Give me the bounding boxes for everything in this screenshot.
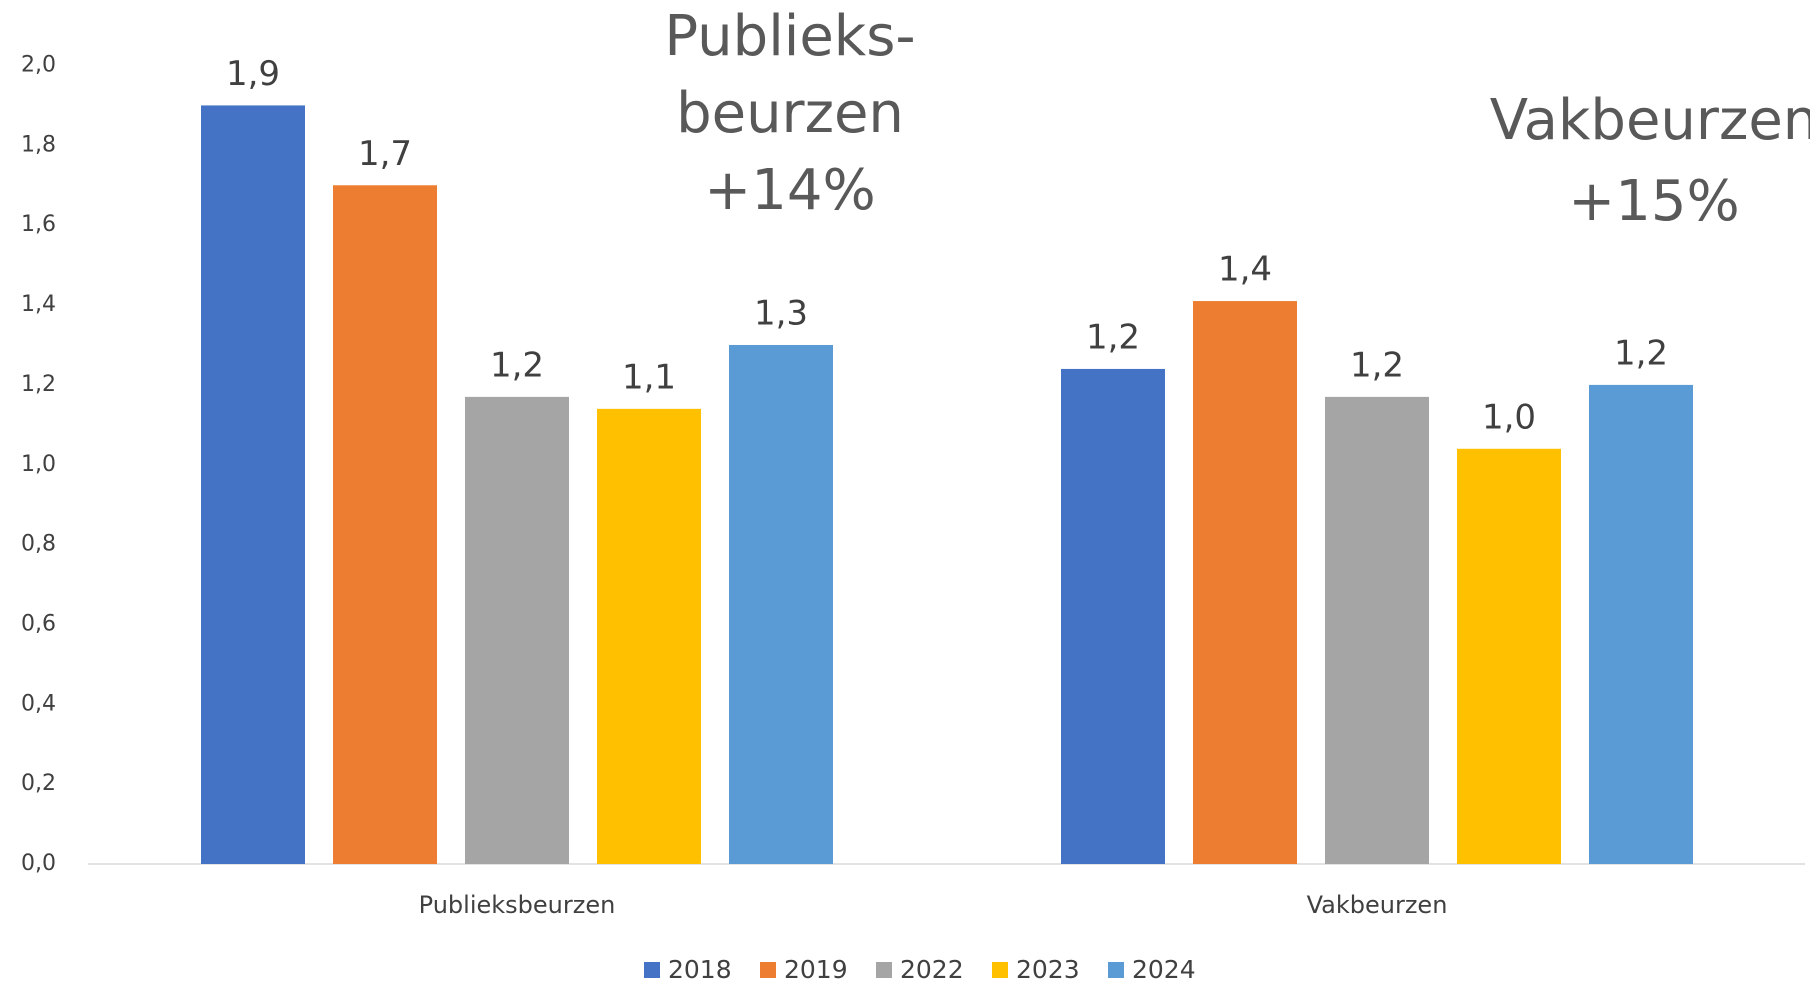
annotation: beurzen (676, 81, 904, 146)
value-label: 1,9 (226, 54, 280, 94)
legend-label: 2019 (784, 955, 848, 984)
legend-swatch (876, 962, 892, 978)
value-label: 1,7 (358, 134, 412, 174)
bar (1457, 448, 1561, 864)
x-tick-label: Vakbeurzen (1307, 891, 1448, 919)
legend-swatch (1108, 962, 1124, 978)
legend-label: 2018 (668, 955, 732, 984)
y-tick-label: 0,0 (21, 851, 56, 876)
legend-label: 2022 (900, 955, 964, 984)
value-label: 1,2 (1350, 345, 1404, 385)
annotation: +15% (1568, 169, 1739, 234)
y-tick-label: 1,2 (21, 372, 56, 397)
y-tick-label: 0,4 (21, 691, 56, 716)
legend-swatch (992, 962, 1008, 978)
y-tick-label: 1,6 (21, 212, 56, 237)
legend-label: 2024 (1132, 955, 1196, 984)
value-label: 1,2 (1614, 333, 1668, 373)
y-tick-label: 2,0 (21, 53, 56, 78)
value-label: 1,2 (490, 345, 544, 385)
legend-label: 2023 (1016, 955, 1080, 984)
annotation: +14% (704, 158, 875, 223)
legend-swatch (760, 962, 776, 978)
y-tick-label: 0,8 (21, 532, 56, 557)
legend-swatch (644, 962, 660, 978)
bar (333, 185, 437, 864)
value-label: 1,4 (1218, 250, 1272, 290)
y-tick-label: 1,8 (21, 132, 56, 157)
annotation: Vakbeurzen (1490, 88, 1810, 153)
annotation: Publieks- (664, 4, 915, 69)
y-tick-label: 0,2 (21, 771, 56, 796)
value-label: 1,0 (1482, 397, 1536, 437)
value-label: 1,2 (1086, 317, 1140, 357)
bar (729, 344, 833, 865)
bar (1193, 301, 1297, 864)
bar (201, 105, 305, 865)
y-tick-label: 1,0 (21, 452, 56, 477)
y-tick-label: 1,4 (21, 292, 56, 317)
value-label: 1,3 (754, 293, 808, 333)
bar (1061, 368, 1165, 864)
bar (597, 408, 701, 864)
y-tick-label: 0,6 (21, 611, 56, 636)
bar (465, 396, 569, 864)
value-label: 1,1 (622, 357, 676, 397)
bar (1325, 396, 1429, 864)
x-tick-label: Publieksbeurzen (419, 891, 616, 919)
bar (1589, 384, 1693, 864)
